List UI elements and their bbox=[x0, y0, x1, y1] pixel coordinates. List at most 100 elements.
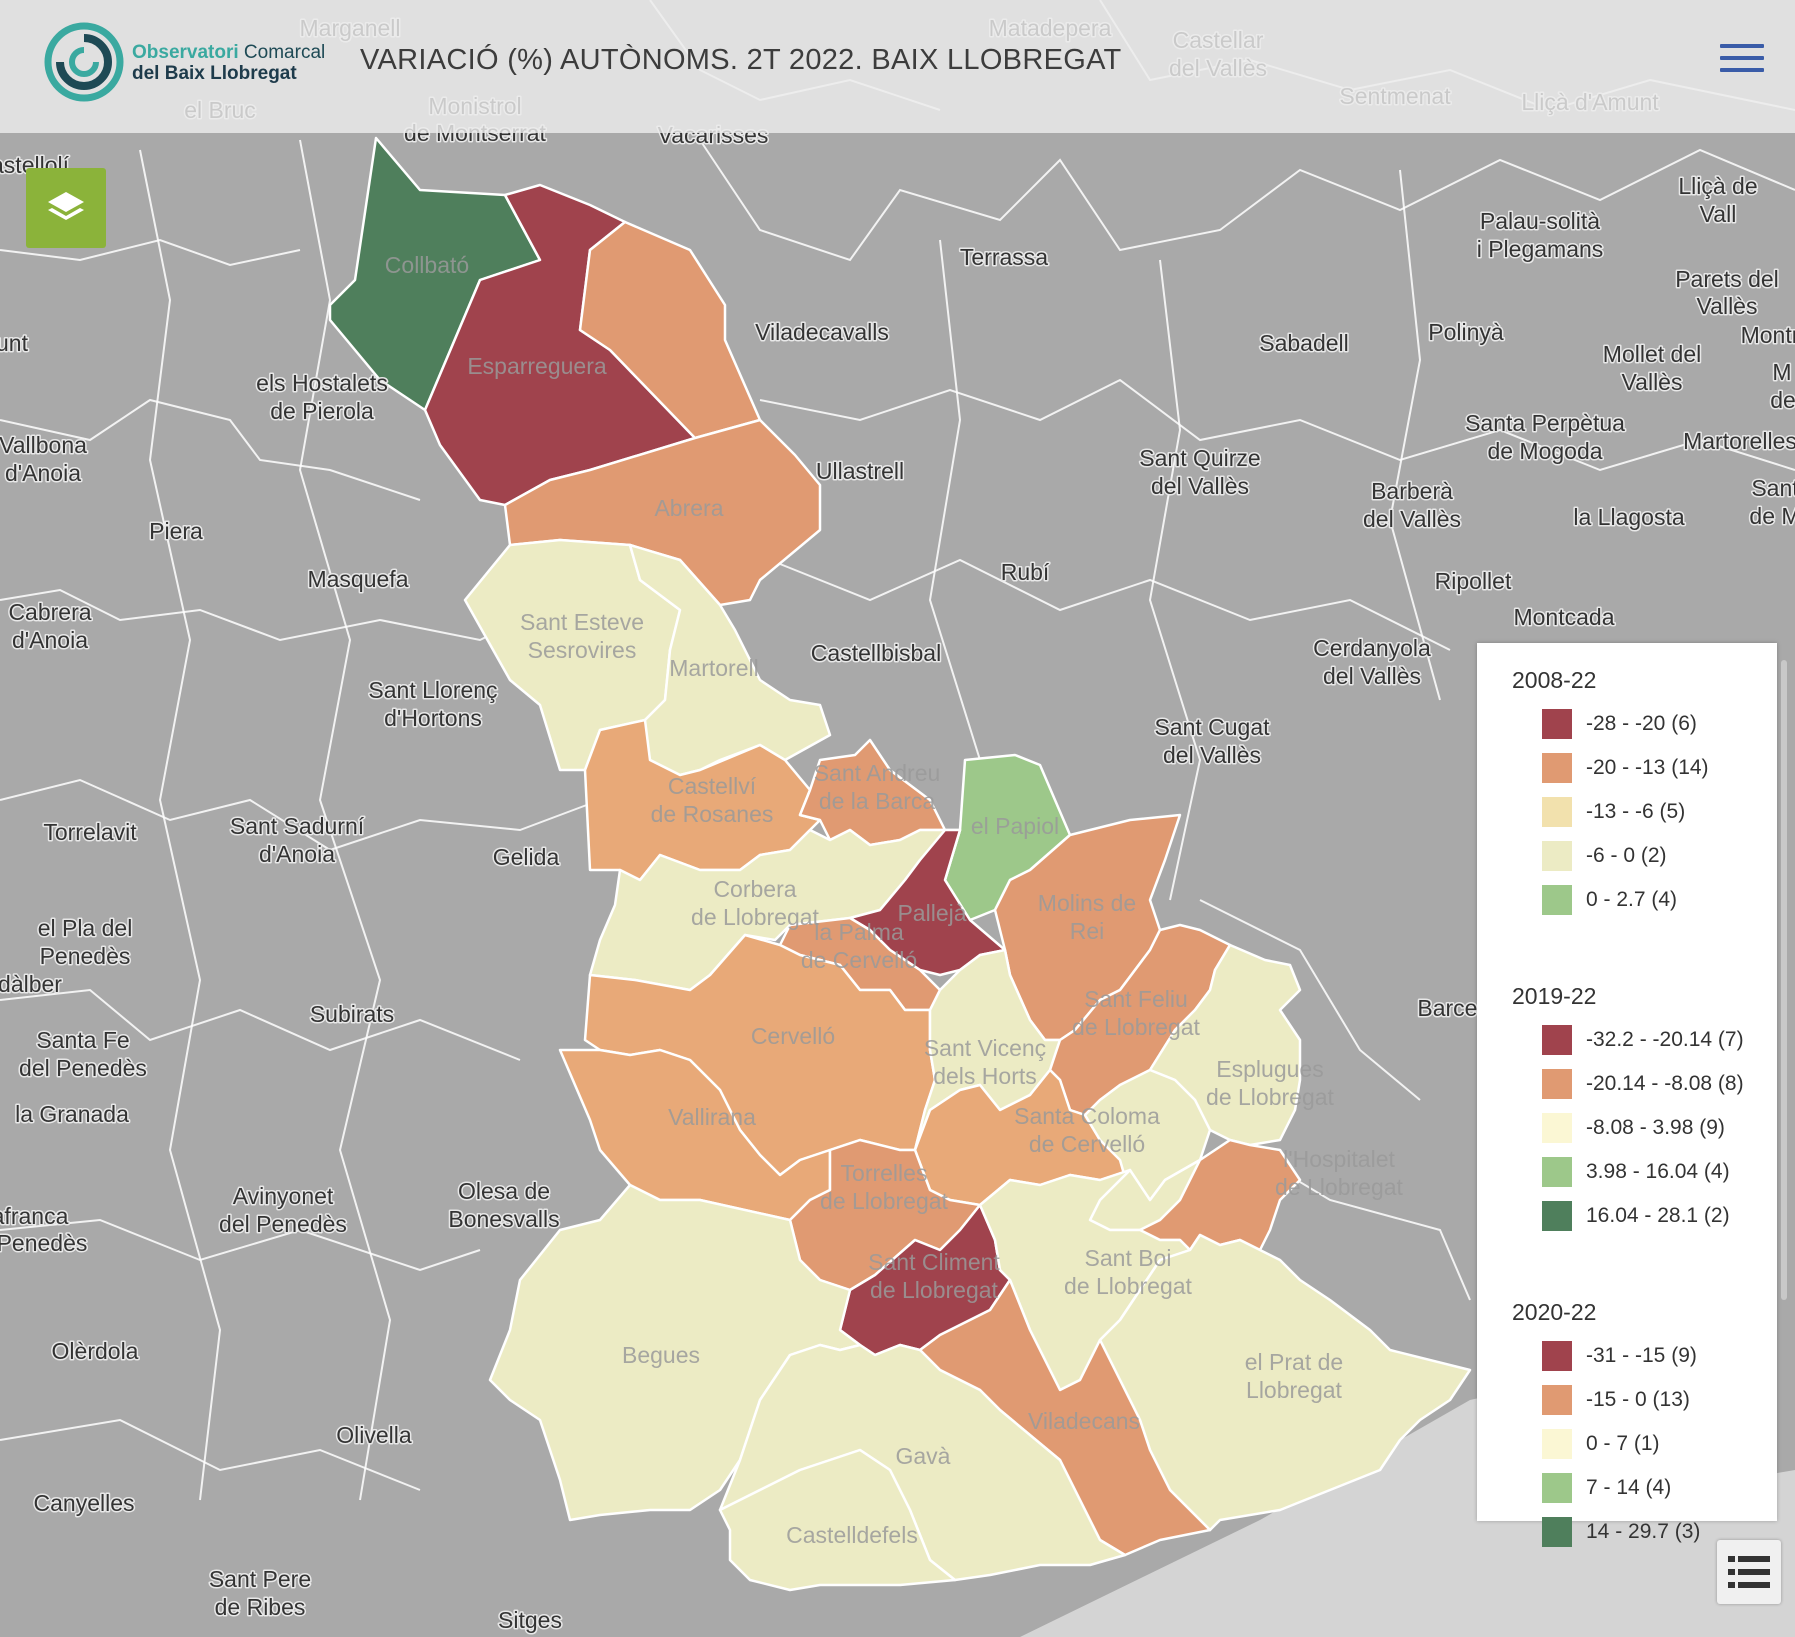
place-label: de Ribes bbox=[215, 1594, 306, 1620]
place-label: de Mogoda bbox=[1487, 438, 1602, 464]
municipality-label: Cervelló bbox=[751, 1023, 835, 1049]
legend-label: 3.98 - 16.04 (4) bbox=[1586, 1160, 1730, 1183]
place-label: Cerdanyola bbox=[1313, 635, 1431, 661]
municipality-label: Castelldefels bbox=[786, 1522, 918, 1548]
municipality-label: Sant Vicenç dels Horts bbox=[924, 1035, 1046, 1089]
place-label: Terrassa bbox=[960, 244, 1048, 270]
municipality-label: Sant Andreu de la Barca bbox=[814, 760, 941, 814]
layers-button[interactable] bbox=[26, 168, 106, 248]
place-label: Piera bbox=[149, 518, 203, 544]
place-label: Montr bbox=[1741, 322, 1795, 348]
legend-label: -20 - -13 (14) bbox=[1586, 756, 1709, 779]
place-label: Sant Pere bbox=[209, 1566, 311, 1592]
place-label: d'Anoia bbox=[12, 627, 88, 653]
place-label: Sitges bbox=[498, 1607, 562, 1633]
legend-item: 0 - 2.7 (4) bbox=[1542, 885, 1677, 915]
legend-swatch bbox=[1542, 841, 1572, 871]
municipality-label: Molins de Rei bbox=[1038, 890, 1136, 944]
legend-label: -32.2 - -20.14 (7) bbox=[1586, 1028, 1744, 1051]
municipality-martorell[interactable] bbox=[628, 543, 832, 777]
municipality-label: la Palma de Cervelló bbox=[801, 919, 917, 973]
place-label: els Hostalets bbox=[256, 370, 388, 396]
place-label: Penedès bbox=[40, 943, 131, 969]
place-label: Montcada bbox=[1513, 604, 1614, 630]
place-label: i Plegamans bbox=[1477, 236, 1604, 262]
place-label: Viladecavalls bbox=[755, 319, 889, 345]
legend-group-title: 2020-22 bbox=[1512, 1299, 1597, 1325]
header-bar: Observatori Comarcal del Baix Llobregat … bbox=[0, 0, 1795, 133]
municipality-labels: Collbató Esparreguera Abrera Sant Esteve Ses… bbox=[385, 252, 1404, 1548]
place-label: de M bbox=[1749, 503, 1795, 529]
municipality-label: Abrera bbox=[654, 495, 723, 521]
legend-item: 0 - 7 (1) bbox=[1542, 1429, 1660, 1459]
municipality-castelldefels[interactable] bbox=[718, 1448, 957, 1592]
legend-swatch bbox=[1542, 1113, 1572, 1143]
legend-item: -15 - 0 (13) bbox=[1542, 1385, 1690, 1415]
place-label: Vall bbox=[1700, 201, 1737, 227]
place-label: Vallbona bbox=[0, 432, 87, 458]
place-label: Olèrdola bbox=[52, 1338, 139, 1364]
municipality-label: Corbera de Llobregat bbox=[691, 876, 819, 930]
place-label: Canyelles bbox=[34, 1490, 135, 1516]
legend-group-title: 2008-22 bbox=[1512, 667, 1597, 693]
legend-label: 14 - 29.7 (3) bbox=[1586, 1520, 1701, 1543]
hamburger-menu-icon[interactable] bbox=[1720, 44, 1764, 78]
list-view-button[interactable] bbox=[1717, 1540, 1781, 1604]
municipality-label: Gavà bbox=[896, 1443, 951, 1469]
municipality-gava[interactable] bbox=[718, 1343, 1127, 1582]
place-label: unt bbox=[0, 330, 29, 356]
legend-label: -20.14 - -8.08 (8) bbox=[1586, 1072, 1744, 1095]
place-label: Castellbisbal bbox=[811, 640, 941, 666]
legend-item: 14 - 29.7 (3) bbox=[1542, 1517, 1700, 1547]
place-label: Olivella bbox=[336, 1422, 412, 1448]
municipality-label: Sant Climent de Llobregat bbox=[868, 1249, 1000, 1303]
municipality-label: Santa Coloma de Cervelló bbox=[1014, 1103, 1160, 1157]
logo-text: Observatori Comarcal del Baix Llobregat bbox=[132, 42, 325, 84]
place-label: Polinyà bbox=[1428, 319, 1504, 345]
legend-scrollbar[interactable] bbox=[1781, 660, 1787, 1300]
municipality-label: Collbató bbox=[385, 252, 469, 278]
legend-swatch bbox=[1542, 1025, 1572, 1055]
place-label: el Pla del bbox=[38, 915, 133, 941]
place-label: Palau-solità bbox=[1480, 208, 1600, 234]
place-label: afranca bbox=[0, 1203, 69, 1229]
legend-label: 0 - 7 (1) bbox=[1586, 1432, 1660, 1455]
legend-item: -13 - -6 (5) bbox=[1542, 797, 1685, 827]
legend-swatch bbox=[1542, 753, 1572, 783]
legend-swatch bbox=[1542, 1429, 1572, 1459]
legend-swatch bbox=[1542, 1517, 1572, 1547]
place-label: M bbox=[1772, 359, 1791, 385]
legend-swatch bbox=[1542, 885, 1572, 915]
place-label: Subirats bbox=[310, 1001, 394, 1027]
legend-item: -6 - 0 (2) bbox=[1542, 841, 1667, 871]
municipality-label: Sant Feliu de Llobregat bbox=[1072, 986, 1200, 1040]
legend-item: -20.14 - -8.08 (8) bbox=[1542, 1069, 1744, 1099]
logo-line1-bold: Observatori bbox=[132, 42, 239, 63]
place-label: Santa Fe bbox=[36, 1027, 129, 1053]
legend-item: 7 - 14 (4) bbox=[1542, 1473, 1671, 1503]
place-label: Sabadell bbox=[1259, 330, 1349, 356]
sea-area bbox=[1020, 1380, 1795, 1637]
legend-swatch bbox=[1542, 709, 1572, 739]
legend-label: 16.04 - 28.1 (2) bbox=[1586, 1204, 1730, 1227]
place-label: Cabrera bbox=[8, 599, 91, 625]
legend-label: -8.08 - 3.98 (9) bbox=[1586, 1116, 1725, 1139]
place-label: Martorelles bbox=[1683, 428, 1795, 454]
legend-item: -31 - -15 (9) bbox=[1542, 1341, 1697, 1371]
list-icon bbox=[1728, 1556, 1770, 1588]
observatori-logo-icon bbox=[44, 22, 124, 102]
municipality-label: Begues bbox=[622, 1342, 700, 1368]
municipality-label: Castellví de Rosanes bbox=[651, 773, 774, 827]
place-label: Barcel bbox=[1417, 995, 1482, 1021]
place-label: Sant Llorenç bbox=[368, 677, 497, 703]
municipality-palleja[interactable] bbox=[848, 828, 1007, 977]
place-label: Rubí bbox=[1001, 559, 1050, 585]
place-label: Vallès bbox=[1622, 369, 1683, 395]
place-label: Ripollet bbox=[1435, 568, 1512, 594]
legend-label: -31 - -15 (9) bbox=[1586, 1344, 1697, 1367]
place-label: dàlber bbox=[0, 971, 62, 997]
place-label: del Penedès bbox=[19, 1055, 147, 1081]
place-label: Masquefa bbox=[307, 566, 408, 592]
legend-item: 3.98 - 16.04 (4) bbox=[1542, 1157, 1730, 1187]
municipality-label: Esparreguera bbox=[467, 353, 607, 379]
